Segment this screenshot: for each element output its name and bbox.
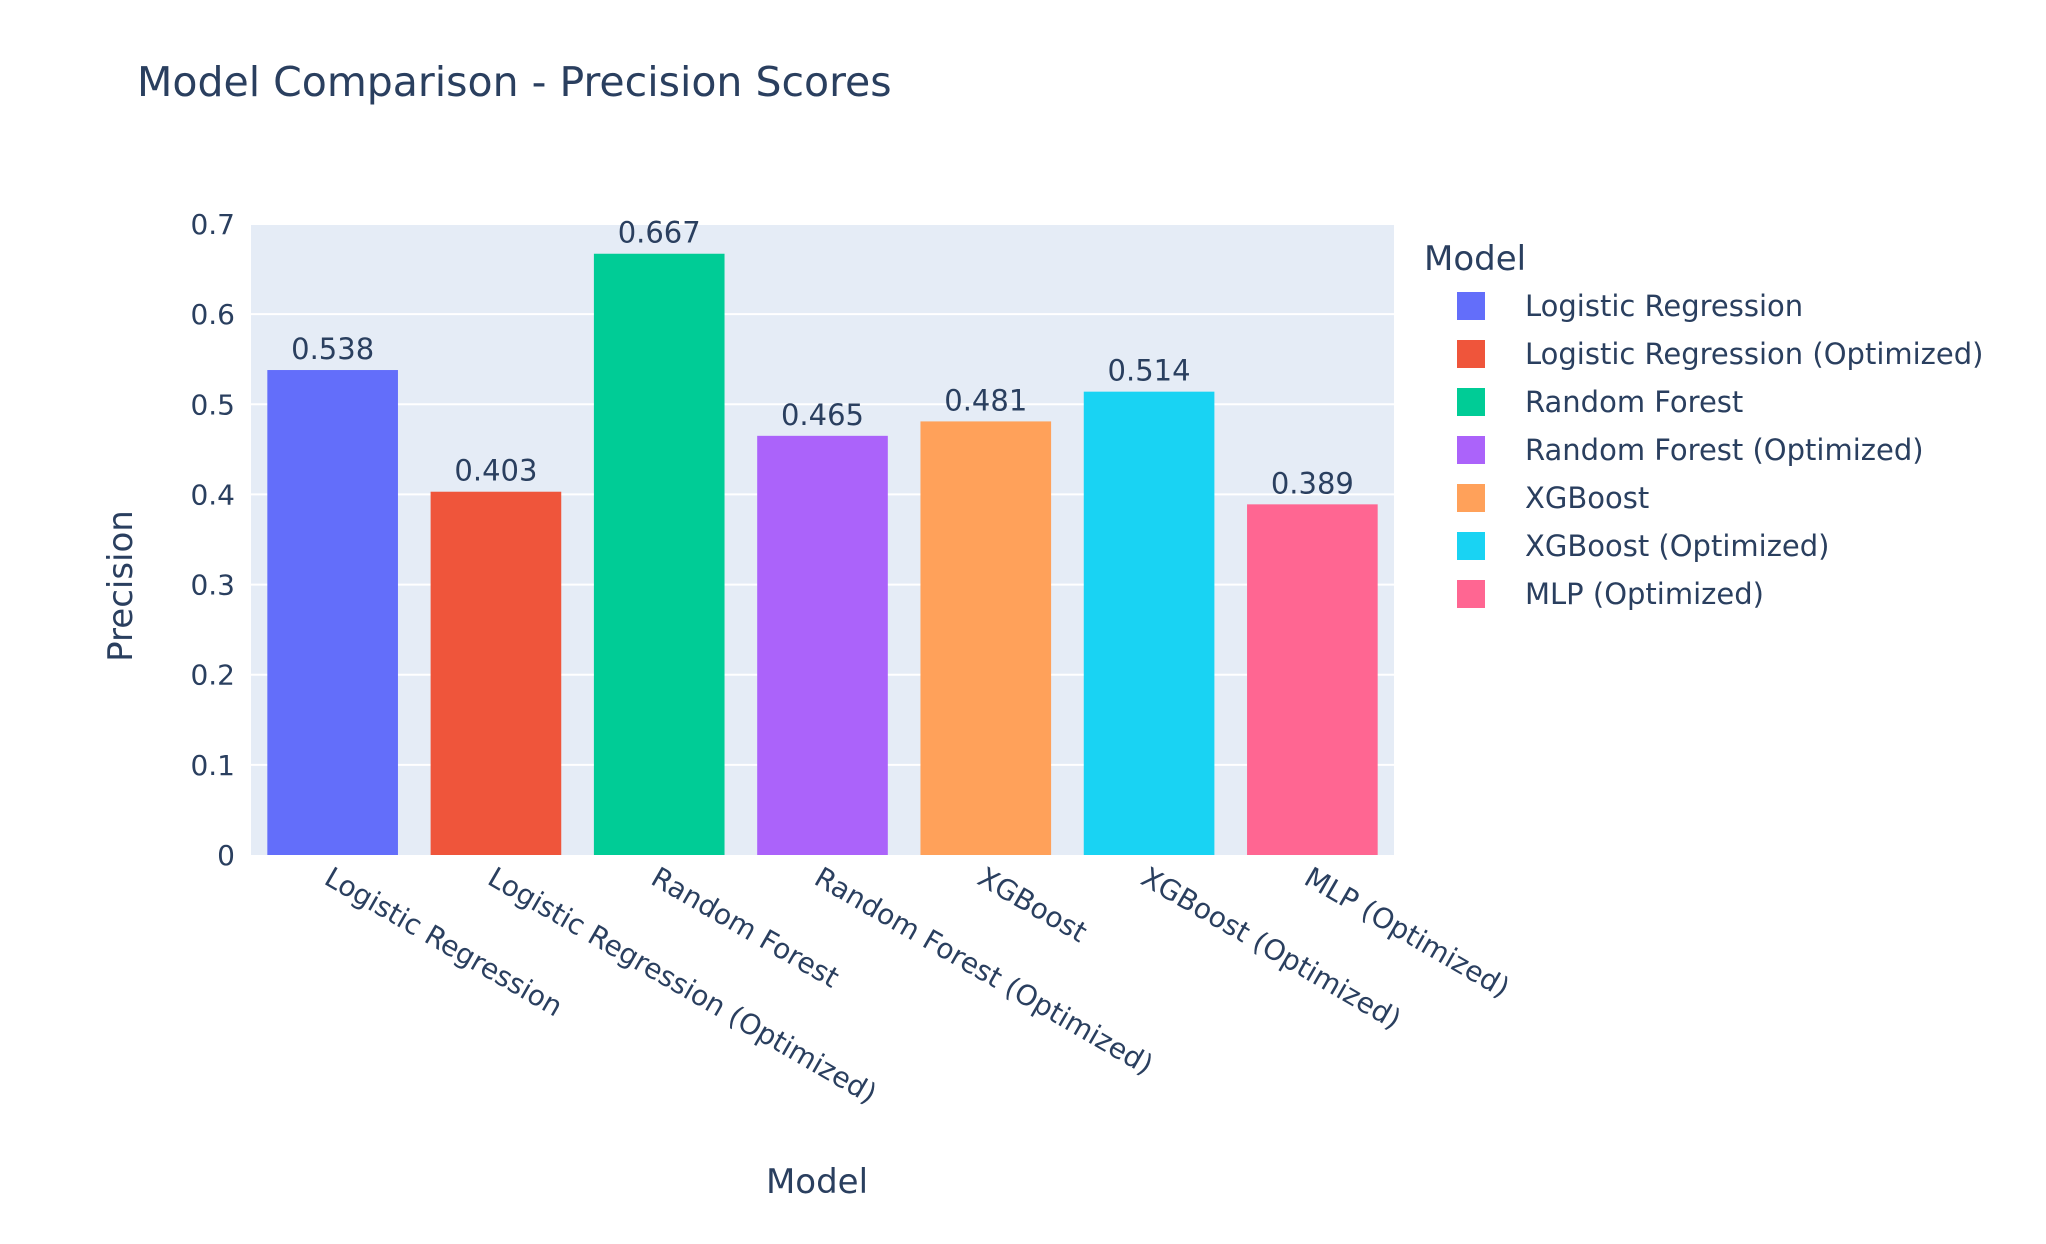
bar[interactable] [593,253,725,856]
legend-item[interactable]: Random Forest (Optimized) [1457,433,1924,467]
legend-swatch [1457,484,1485,512]
bars [267,253,1378,856]
x-tick-label: XGBoost [972,860,1092,949]
legend-item[interactable]: XGBoost [1457,481,1649,515]
bar[interactable] [920,421,1052,855]
legend-item[interactable]: Random Forest [1457,385,1743,419]
bar-value-label: 0.514 [1108,354,1191,388]
bar[interactable] [757,435,888,855]
legend-swatch [1457,436,1485,464]
bar-value-label: 0.481 [944,383,1027,417]
y-tick-label: 0.7 [190,208,235,241]
data-labels: 0.538 0.403 0.667 0.465 0.481 0.514 0.389 [291,216,1354,501]
y-tick-label: 0.3 [190,569,235,602]
bar-value-label: 0.403 [454,454,537,488]
legend-swatch [1457,340,1485,368]
legend-label: Random Forest [1525,385,1743,419]
legend-item[interactable]: Logistic Regression [1457,289,1803,323]
y-tick-label: 0.6 [190,298,235,331]
y-axis-ticks: 0 0.1 0.2 0.3 0.4 0.5 0.6 0.7 [190,208,235,872]
legend[interactable]: Logistic Regression Logistic Regression (… [1457,289,1983,611]
legend-item[interactable]: XGBoost (Optimized) [1457,529,1830,563]
legend-swatch [1457,532,1485,560]
bar-value-label: 0.465 [781,398,864,432]
legend-label: Logistic Regression [1525,289,1803,323]
legend-item[interactable]: MLP (Optimized) [1457,577,1764,611]
legend-label: XGBoost [1525,481,1649,515]
bar-value-label: 0.667 [618,216,701,250]
legend-title: Model [1424,239,1526,279]
legend-swatch [1457,388,1485,416]
bar[interactable] [267,370,398,855]
y-tick-label: 0.5 [190,388,235,421]
legend-label: Logistic Regression (Optimized) [1525,337,1983,371]
legend-swatch [1457,292,1485,320]
bar[interactable] [1247,504,1378,855]
x-axis-title: Model [766,1162,868,1202]
legend-label: MLP (Optimized) [1525,577,1764,611]
y-tick-label: 0.2 [190,659,235,692]
y-tick-label: 0 [217,839,235,872]
legend-item[interactable]: Logistic Regression (Optimized) [1457,337,1983,371]
y-axis-title: Precision [101,510,141,662]
bar[interactable] [430,491,562,855]
chart-title: Model Comparison - Precision Scores [137,58,892,106]
legend-swatch [1457,580,1485,608]
legend-label: XGBoost (Optimized) [1525,529,1830,563]
bar-value-label: 0.538 [291,332,374,366]
y-tick-label: 0.4 [190,478,235,511]
bar[interactable] [1083,391,1215,855]
x-tick-label: XGBoost (Optimized) [1136,860,1407,1036]
legend-label: Random Forest (Optimized) [1525,433,1924,467]
bar-value-label: 0.389 [1271,466,1354,500]
y-tick-label: 0.1 [190,749,235,782]
